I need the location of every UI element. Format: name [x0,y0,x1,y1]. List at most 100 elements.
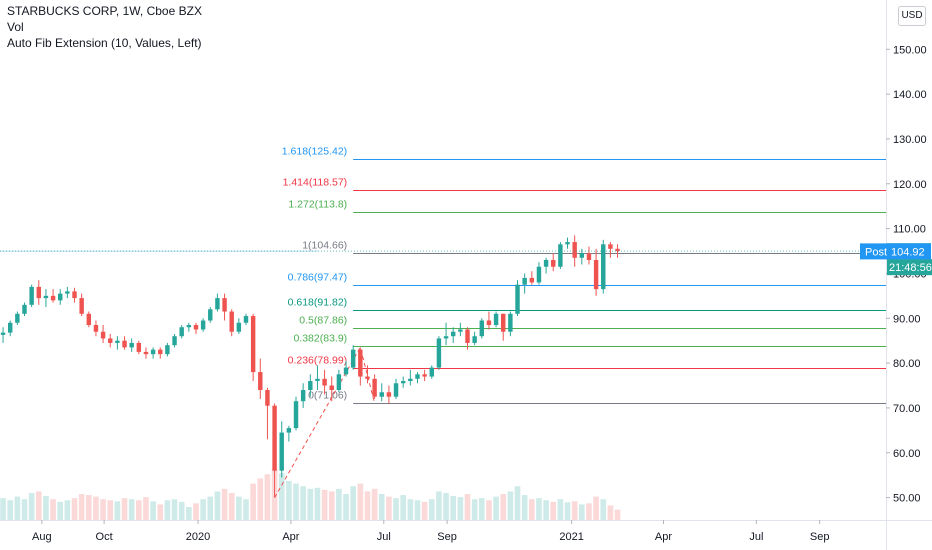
volume-bar [528,499,535,520]
volume-bar [486,500,492,520]
candle-body [272,405,277,471]
volume-bar [128,499,135,520]
y-tick-label: 110.00 [893,224,926,236]
y-tick-label: 80.00 [893,358,921,370]
volume-bar [493,496,499,520]
candle-body [58,293,63,301]
volume-bar [550,501,557,520]
volume-bar [607,505,614,520]
volume-bar [78,494,85,520]
candle-body [358,349,363,377]
candle-body [479,320,485,337]
legend-symbol[interactable]: STARBUCKS CORP, 1W, Cboe BZX [7,4,202,18]
volume-bar [443,492,449,520]
volume-bar [457,497,464,520]
volume-bar [450,496,457,520]
post-tag: Post [865,246,887,258]
legend-indicator[interactable]: Auto Fib Extension (10, Values, Left) [7,36,202,50]
y-tick-label: 120.00 [893,179,927,191]
candle-body [450,331,456,337]
volume-bar [371,488,378,520]
candle-body [115,340,120,343]
candle-body [36,286,42,299]
volume-bar [564,502,571,520]
candle-body [186,325,192,328]
candle-body [208,309,213,321]
legend-volume[interactable]: Vol [7,20,24,34]
fib-level-label: 0.5(87.86) [299,315,347,327]
post-price-bg [887,243,931,260]
candle-body [615,248,620,252]
volume-bar [207,496,214,520]
volume-bar [178,501,185,520]
volume-bar [407,499,414,520]
volume-bar [21,499,28,520]
candle-body [386,392,392,397]
candle-body [443,336,449,339]
volume-bar [521,495,528,520]
candle-body [250,316,256,373]
candle-body [215,298,220,310]
candle-body [336,374,342,390]
candle-body [529,277,535,283]
candle-body [315,378,320,382]
volume-bar [593,496,599,520]
y-tick-label: 50.00 [893,493,921,505]
volume-bar [71,498,78,520]
x-tick-label: Apr [655,531,672,543]
candle-body [601,244,606,290]
volume-bar [571,501,578,520]
volume-bar [236,496,242,520]
x-tick-label: Jul [377,531,391,543]
volume-bar [393,498,399,520]
candle-body [422,374,427,377]
candle-body [322,378,327,386]
volume-bar [28,492,35,520]
volume-bar [214,491,221,520]
candle-body [515,284,520,314]
candle-body [551,260,556,267]
volume-bar [171,499,178,520]
y-tick-label: 150.00 [893,44,927,56]
candle-body [222,298,227,312]
candle-body [350,349,356,368]
volume-bar [478,498,485,520]
currency-button[interactable]: USD [898,6,926,26]
volume-bar [200,499,206,520]
fib-level-label: 1.272(113.8) [288,199,347,211]
candle-body [129,342,134,348]
candle-body [100,331,106,339]
y-tick-label: 140.00 [893,89,927,101]
candle-body [22,304,27,314]
candle-body [565,242,570,245]
volume-bar [386,496,392,520]
candle-body [122,340,127,348]
candle-body [265,390,270,406]
candle-body [429,367,434,377]
candle-body [93,325,99,332]
volume-bar [7,500,14,520]
volume-bar [43,496,49,520]
candle-body [593,260,599,290]
fib-trend-line [274,346,376,498]
volume-bar [614,509,621,520]
volume-bar [150,501,156,520]
x-tick-label: Sep [810,531,830,543]
volume-bar [336,488,342,520]
x-tick-label: 2021 [559,531,583,543]
volume-bar [464,494,471,520]
volume-bar [57,501,64,520]
volume-bar [93,496,99,520]
volume-bar [157,504,164,520]
volume-bar [164,500,171,520]
volume-bar [428,499,435,520]
candle-body [522,277,527,285]
volume-bar [364,491,371,520]
volume-bar [507,491,514,520]
volume-bar [143,497,149,520]
candle-body [236,322,242,332]
volume-bar [357,483,364,520]
candle-body [200,320,206,330]
